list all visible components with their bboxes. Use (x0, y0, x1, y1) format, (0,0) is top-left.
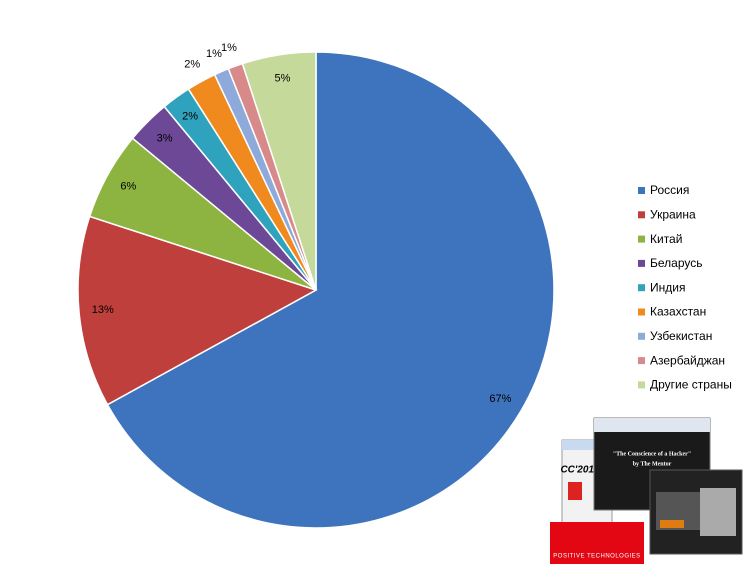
legend-label: Китай (650, 232, 682, 246)
pie-slice (241, 51, 317, 291)
pie-slice (106, 51, 555, 529)
thumbnail-button (660, 520, 684, 528)
legend-label: Украина (650, 207, 696, 221)
data-label: 3% (157, 132, 173, 144)
legend-swatch (638, 284, 645, 292)
legend-label: Другие страны (650, 378, 732, 392)
legend-swatch (638, 381, 645, 389)
thumbnail-icon (568, 482, 582, 500)
logo-text: POSITIVE TECHNOLOGIES (553, 554, 640, 560)
data-label: 1% (221, 42, 237, 54)
data-label: 67% (489, 393, 511, 405)
thumbnail-bar (594, 418, 710, 432)
pie (77, 51, 555, 529)
thumbnail-bar (562, 440, 612, 450)
legend-label: Россия (650, 183, 689, 197)
thumbnail-text: CC'2010 (560, 465, 600, 476)
legend-swatch (638, 187, 645, 194)
thumbnails: CC'2010 "The Conscience of a Hacker" by … (550, 417, 743, 564)
data-label: 2% (182, 111, 198, 123)
data-label: 5% (275, 72, 291, 84)
pie-slice (77, 215, 318, 406)
data-label: 1% (206, 48, 222, 60)
legend: Россия Украина Китай Беларусь Индия Казахстан… (638, 183, 732, 392)
legend-label: Беларусь (650, 256, 702, 270)
legend-swatch (638, 357, 645, 365)
thumbnail-text: "The Conscience of a Hacker" (613, 451, 691, 457)
legend-label: Узбекистан (650, 329, 712, 343)
legend-label: Азербайджан (650, 353, 725, 367)
legend-label: Индия (650, 280, 685, 294)
legend-swatch (638, 332, 645, 340)
data-label: 13% (92, 304, 114, 316)
legend-label: Казахстан (650, 305, 706, 319)
data-label: 6% (120, 181, 136, 193)
thumbnail-text: by The Mentor (633, 461, 672, 467)
legend-swatch (638, 259, 645, 267)
logo-box (550, 522, 644, 564)
legend-swatch (638, 211, 645, 219)
thumbnail-image (700, 488, 736, 536)
data-label: 2% (184, 59, 200, 71)
legend-swatch (638, 308, 645, 316)
legend-swatch (638, 235, 645, 243)
